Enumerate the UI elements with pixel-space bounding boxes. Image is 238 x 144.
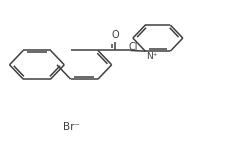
Text: N⁺: N⁺ <box>146 52 158 61</box>
Text: O: O <box>111 30 119 40</box>
Text: Br⁻: Br⁻ <box>63 122 80 132</box>
Text: Cl: Cl <box>129 42 138 52</box>
